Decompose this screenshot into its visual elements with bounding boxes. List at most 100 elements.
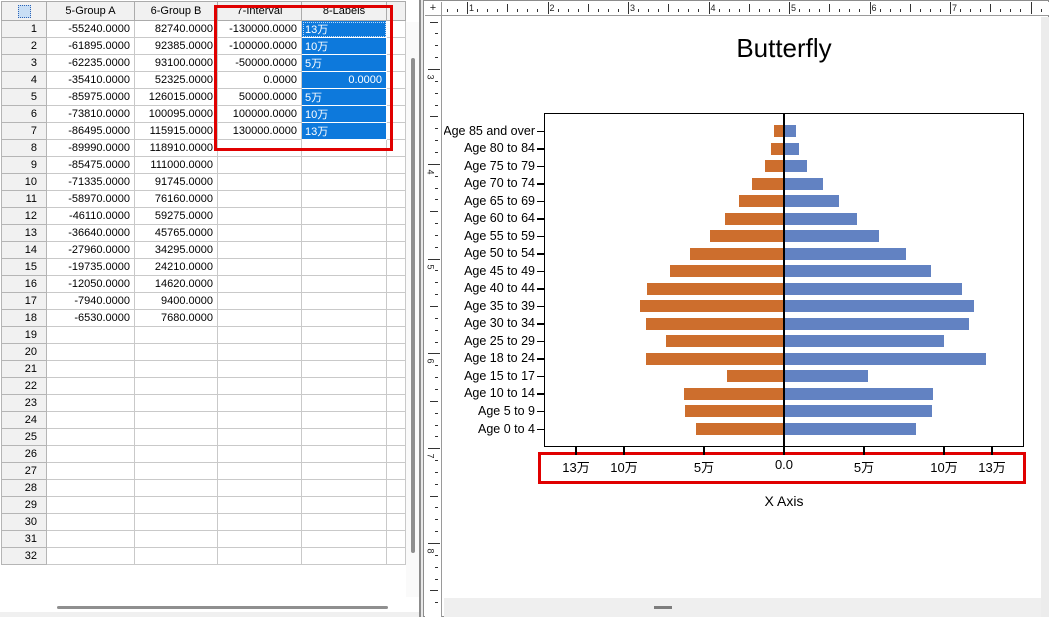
graph-scrollbar-thumb[interactable]	[654, 606, 672, 609]
cell-label[interactable]	[301, 479, 387, 497]
cell-group-a[interactable]: -85475.0000	[46, 156, 135, 174]
row-number[interactable]: 4	[1, 71, 47, 89]
cell-interval[interactable]	[217, 411, 302, 429]
cell-group-b[interactable]: 7680.0000	[134, 309, 218, 327]
cell-label[interactable]	[301, 343, 387, 361]
cell-group-a[interactable]	[46, 445, 135, 463]
chart-title[interactable]: Butterfly	[736, 33, 832, 63]
bar-group-b[interactable]	[784, 265, 931, 278]
row-number[interactable]: 18	[1, 309, 47, 327]
bar-group-a[interactable]	[727, 370, 784, 383]
bar-group-b[interactable]	[784, 125, 797, 137]
cell-group-b[interactable]: 59275.0000	[134, 207, 218, 225]
bar-group-b[interactable]	[784, 423, 917, 435]
row-number[interactable]: 9	[1, 156, 47, 174]
cell-label[interactable]	[301, 292, 387, 310]
vertical-scrollbar-thumb[interactable]	[411, 58, 415, 553]
cell-group-b[interactable]	[134, 394, 218, 412]
cell-group-a[interactable]	[46, 360, 135, 378]
bar-group-b[interactable]	[784, 300, 975, 313]
ruler-corner-icon[interactable]: +	[425, 2, 442, 16]
bar-group-a[interactable]	[647, 282, 784, 295]
cell-label[interactable]	[301, 445, 387, 463]
select-all-corner-cell[interactable]	[1, 1, 47, 21]
cell-label[interactable]	[301, 207, 387, 225]
cell-interval[interactable]	[217, 258, 302, 276]
cell-interval[interactable]	[217, 292, 302, 310]
cell-group-a[interactable]	[46, 462, 135, 480]
cell-group-b[interactable]	[134, 411, 218, 429]
cell-group-b[interactable]	[134, 445, 218, 463]
cell-label[interactable]	[301, 377, 387, 395]
cell-interval[interactable]	[217, 343, 302, 361]
cell-group-a[interactable]	[46, 343, 135, 361]
cell-label[interactable]: 13万	[301, 20, 387, 38]
bar-group-a[interactable]	[764, 160, 784, 173]
cell-group-b[interactable]: 45765.0000	[134, 224, 218, 242]
cell-label[interactable]: 5万	[301, 54, 387, 72]
cell-group-a[interactable]: -62235.0000	[46, 54, 135, 72]
cell-group-a[interactable]: -61895.0000	[46, 37, 135, 55]
cell-group-b[interactable]: 82740.0000	[134, 20, 218, 38]
cell-interval[interactable]	[217, 326, 302, 344]
cell-label[interactable]	[301, 241, 387, 259]
row-number[interactable]: 15	[1, 258, 47, 276]
cell-label[interactable]	[301, 411, 387, 429]
cell-interval[interactable]	[217, 377, 302, 395]
cell-label[interactable]	[301, 156, 387, 174]
bar-group-b[interactable]	[784, 352, 986, 365]
row-number[interactable]: 5	[1, 88, 47, 106]
cell-group-b[interactable]	[134, 496, 218, 514]
bar-group-b[interactable]	[784, 160, 808, 173]
cell-group-b[interactable]: 9400.0000	[134, 292, 218, 310]
graph-right-scrollbar[interactable]	[1041, 17, 1049, 617]
cell-label[interactable]	[301, 258, 387, 276]
row-number[interactable]: 7	[1, 122, 47, 140]
bar-group-a[interactable]	[640, 300, 784, 313]
cell-group-a[interactable]: -6530.0000	[46, 309, 135, 327]
bar-group-a[interactable]	[710, 230, 784, 243]
row-number[interactable]: 8	[1, 139, 47, 157]
cell-group-a[interactable]	[46, 530, 135, 548]
cell-label[interactable]: 13万	[301, 122, 387, 140]
cell-interval[interactable]	[217, 207, 302, 225]
cell-interval[interactable]: 0.0000	[217, 71, 302, 89]
cell-group-a[interactable]	[46, 394, 135, 412]
cell-label[interactable]: 5万	[301, 88, 387, 106]
cell-interval[interactable]	[217, 309, 302, 327]
bar-group-a[interactable]	[771, 142, 784, 155]
cell-label[interactable]: 0.0000	[301, 71, 387, 89]
cell-group-b[interactable]	[134, 513, 218, 531]
graph-bottom-scrollbar[interactable]	[444, 598, 1041, 617]
row-number[interactable]: 13	[1, 224, 47, 242]
cell-group-a[interactable]	[46, 326, 135, 344]
row-number[interactable]: 26	[1, 445, 47, 463]
cell-group-b[interactable]: 118910.0000	[134, 139, 218, 157]
bar-group-b[interactable]	[784, 282, 962, 295]
cell-group-b[interactable]: 91745.0000	[134, 173, 218, 191]
cell-label[interactable]: 10万	[301, 105, 387, 123]
bar-group-b[interactable]	[784, 230, 879, 243]
bar-group-a[interactable]	[684, 387, 784, 400]
row-number[interactable]: 27	[1, 462, 47, 480]
cell-label[interactable]	[301, 224, 387, 242]
cell-group-b[interactable]	[134, 377, 218, 395]
cell-interval[interactable]	[217, 479, 302, 497]
cell-group-a[interactable]: -19735.0000	[46, 258, 135, 276]
row-number[interactable]: 10	[1, 173, 47, 191]
cell-interval[interactable]: 50000.0000	[217, 88, 302, 106]
cell-group-a[interactable]: -55240.0000	[46, 20, 135, 38]
cell-group-b[interactable]	[134, 360, 218, 378]
row-number[interactable]: 6	[1, 105, 47, 123]
cell-group-a[interactable]	[46, 411, 135, 429]
bar-group-a[interactable]	[689, 247, 784, 260]
cell-group-a[interactable]: -89990.0000	[46, 139, 135, 157]
cell-group-a[interactable]: -73810.0000	[46, 105, 135, 123]
cell-interval[interactable]: -100000.0000	[217, 37, 302, 55]
x-axis-title[interactable]: X Axis	[764, 493, 804, 509]
cell-label[interactable]: 10万	[301, 37, 387, 55]
row-number[interactable]: 14	[1, 241, 47, 259]
row-number[interactable]: 29	[1, 496, 47, 514]
cell-group-b[interactable]	[134, 343, 218, 361]
row-number[interactable]: 2	[1, 37, 47, 55]
